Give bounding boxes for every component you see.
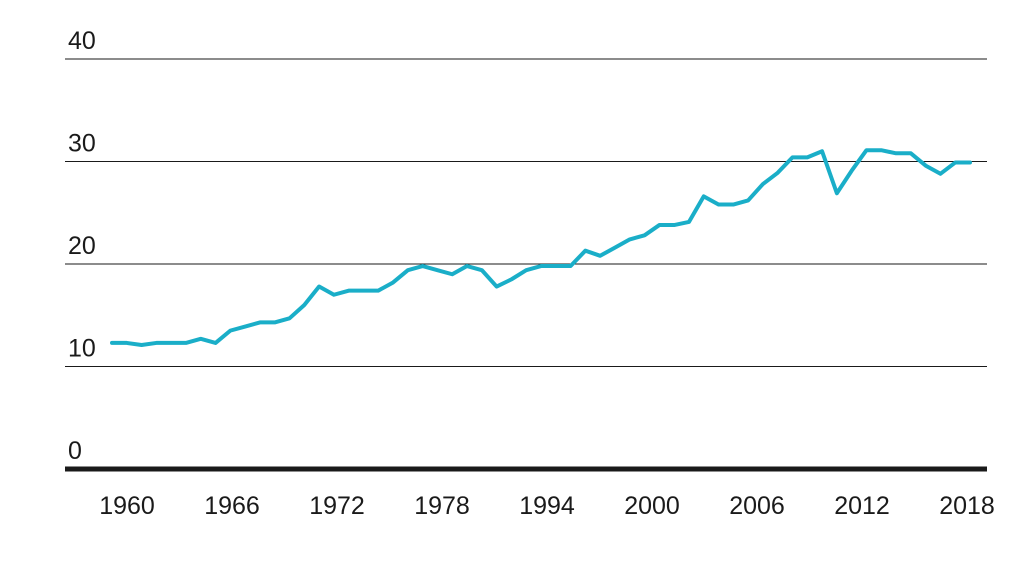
x-tick-label: 2006: [729, 492, 785, 520]
series-layer: [110, 148, 972, 347]
y-tick-label: 30: [68, 130, 96, 158]
gridlines: [65, 58, 987, 472]
y-tick-label: 40: [68, 27, 96, 55]
x-tick-label: 2012: [834, 492, 890, 520]
x-tick-label: 1960: [99, 492, 155, 520]
x-tick-label: 1994: [519, 492, 575, 520]
x-tick-label: 2018: [939, 492, 995, 520]
x-tick-label: 1978: [414, 492, 470, 520]
y-axis-tick-labels: 0 10 20 30 40: [68, 27, 96, 465]
y-tick-label: 0: [68, 437, 82, 465]
x-tick-label: 2000: [624, 492, 680, 520]
y-tick-label: 20: [68, 232, 96, 260]
x-tick-label: 1966: [204, 492, 260, 520]
y-tick-label: 10: [68, 335, 96, 363]
x-axis-tick-labels: 1960 1966 1972 1978 1994 2000 2006 2012 2018: [99, 492, 995, 520]
series-line-0: [110, 148, 972, 347]
x-tick-label: 1972: [309, 492, 365, 520]
